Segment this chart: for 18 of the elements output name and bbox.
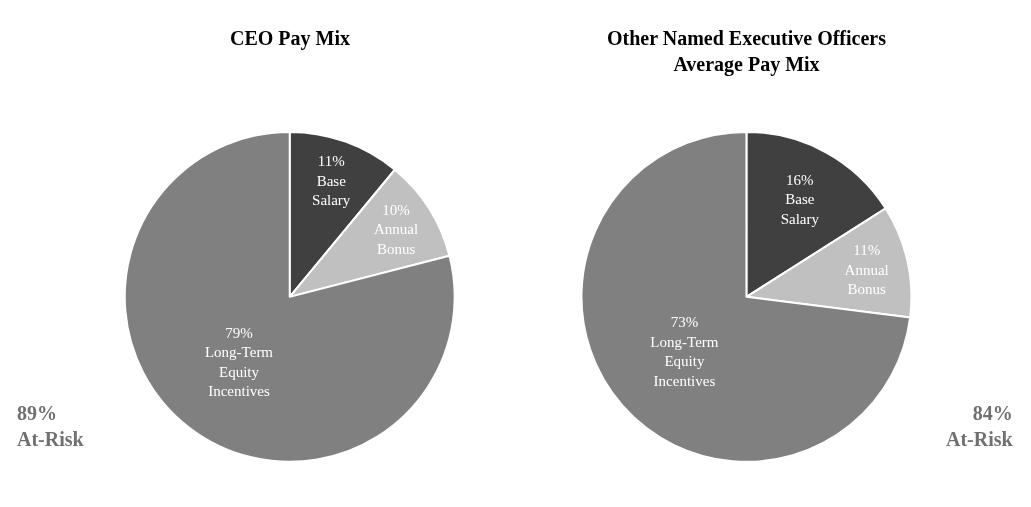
slice-label: Annual Bonus	[844, 261, 889, 298]
slice-label: Long-Term Equity Incentives	[650, 333, 719, 389]
text: 89% At-Risk	[17, 402, 85, 450]
data-label: 10%	[382, 201, 410, 218]
data-label: 11%	[853, 242, 881, 259]
text: 84% At-Risk	[946, 402, 1014, 450]
pie-slice	[580, 130, 912, 463]
slice-label: Annual Bonus	[374, 221, 419, 257]
pie-slice	[123, 130, 456, 463]
chart-title: Other Named Executive Officers Average Pay Mix	[607, 27, 887, 76]
slice-label: Long-Term Equity Incentives	[204, 344, 274, 400]
chart-title: CEO Pay Mix	[230, 27, 350, 50]
data-label: 16%	[786, 171, 814, 188]
slice-label: Base Salary	[780, 191, 820, 227]
data-label: 73%	[670, 314, 699, 331]
slice-label: Base Salary	[312, 172, 351, 209]
data-label: 79%	[225, 324, 253, 341]
data-label: 11%	[317, 153, 345, 170]
